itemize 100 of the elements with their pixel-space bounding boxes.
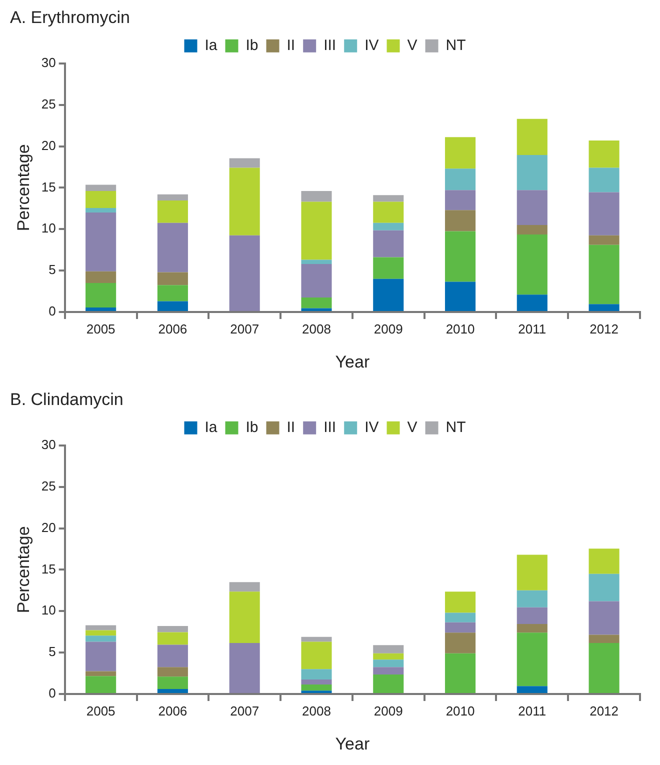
bar xyxy=(86,642,116,672)
bar xyxy=(444,137,476,169)
bar xyxy=(86,671,116,676)
x-tick-label: 2009 xyxy=(374,321,403,336)
bar xyxy=(86,271,116,283)
bar xyxy=(301,264,332,298)
bar xyxy=(86,636,116,642)
bar xyxy=(444,622,476,633)
x-tick-label: 2011 xyxy=(518,321,546,336)
bar xyxy=(373,667,404,675)
bar xyxy=(444,632,476,654)
bar xyxy=(373,222,404,230)
x-tick-label: 2005 xyxy=(86,703,116,718)
bar xyxy=(516,118,548,155)
bar xyxy=(516,294,548,311)
x-axis-title: Year xyxy=(335,734,370,754)
bar xyxy=(229,643,260,693)
bar xyxy=(516,224,548,235)
y-tick-label: 0 xyxy=(48,686,56,701)
bar xyxy=(301,669,332,680)
bar xyxy=(157,301,188,311)
x-axis-title: Year xyxy=(335,352,370,372)
bar xyxy=(301,308,332,311)
bar xyxy=(157,689,188,693)
bar xyxy=(588,235,620,245)
bar xyxy=(588,244,620,304)
bar xyxy=(373,230,404,258)
bar xyxy=(373,653,404,660)
bar xyxy=(373,278,404,311)
x-tick-label: 2005 xyxy=(86,321,116,336)
bar xyxy=(516,624,548,633)
bar xyxy=(588,304,620,311)
bar xyxy=(157,272,188,286)
bar xyxy=(157,222,188,272)
x-tick-label: 2006 xyxy=(158,321,188,336)
bar xyxy=(229,235,260,311)
bar xyxy=(373,674,404,693)
bar xyxy=(229,168,260,236)
legend-label: III xyxy=(324,37,336,54)
y-tick-label: 5 xyxy=(48,262,56,278)
bar xyxy=(588,634,620,644)
bar xyxy=(301,298,332,308)
bar xyxy=(516,632,548,686)
x-tick-label: 2009 xyxy=(374,703,403,718)
bar xyxy=(588,140,620,168)
legend-label: III xyxy=(324,419,336,436)
bar xyxy=(157,626,188,632)
x-tick-label: 2008 xyxy=(302,703,331,718)
bar xyxy=(86,676,116,693)
y-tick-label: 20 xyxy=(41,138,56,153)
bar xyxy=(157,676,188,690)
legend-label: Ia xyxy=(204,37,218,54)
bar xyxy=(86,208,116,213)
bar xyxy=(444,231,476,282)
bar xyxy=(157,200,188,223)
bar xyxy=(588,168,620,192)
y-tick-label: 10 xyxy=(41,602,56,618)
legend-label: IV xyxy=(364,37,379,54)
bar xyxy=(229,158,260,168)
bar xyxy=(588,601,620,635)
bar xyxy=(444,592,476,613)
bar xyxy=(86,307,116,311)
bar xyxy=(229,592,260,644)
legend-label: Ia xyxy=(204,419,218,436)
bar xyxy=(516,190,548,225)
x-tick-label: 2011 xyxy=(518,703,546,718)
bar xyxy=(516,554,548,590)
bar xyxy=(373,257,404,279)
bar xyxy=(86,212,116,272)
y-tick-label: 10 xyxy=(41,220,56,236)
bar xyxy=(444,612,476,622)
bar xyxy=(86,191,116,208)
legend-label: NT xyxy=(446,419,466,436)
legend-label: II xyxy=(286,37,296,54)
y-tick-label: 5 xyxy=(48,644,56,660)
bar xyxy=(86,184,116,192)
bar xyxy=(444,282,476,311)
x-tick-label: 2006 xyxy=(158,703,188,718)
x-tick-label: 2012 xyxy=(590,703,619,718)
legend-label: IV xyxy=(364,419,379,436)
bar xyxy=(588,192,620,236)
bar xyxy=(157,285,188,302)
bar xyxy=(588,548,620,574)
y-axis-title: Percentage xyxy=(14,144,33,232)
bar xyxy=(301,191,332,202)
bar xyxy=(301,636,332,642)
bar xyxy=(301,202,332,260)
bar xyxy=(444,653,476,693)
bar xyxy=(157,644,188,668)
bar xyxy=(86,625,116,630)
bar xyxy=(516,607,548,624)
bar xyxy=(301,680,332,684)
legend-label: II xyxy=(286,419,296,436)
x-tick-label: 2010 xyxy=(446,703,475,718)
bar xyxy=(516,234,548,295)
bar xyxy=(516,686,548,693)
bar xyxy=(301,260,332,264)
x-tick-label: 2008 xyxy=(302,321,331,336)
bar xyxy=(373,660,404,668)
y-tick-label: 30 xyxy=(41,54,56,70)
